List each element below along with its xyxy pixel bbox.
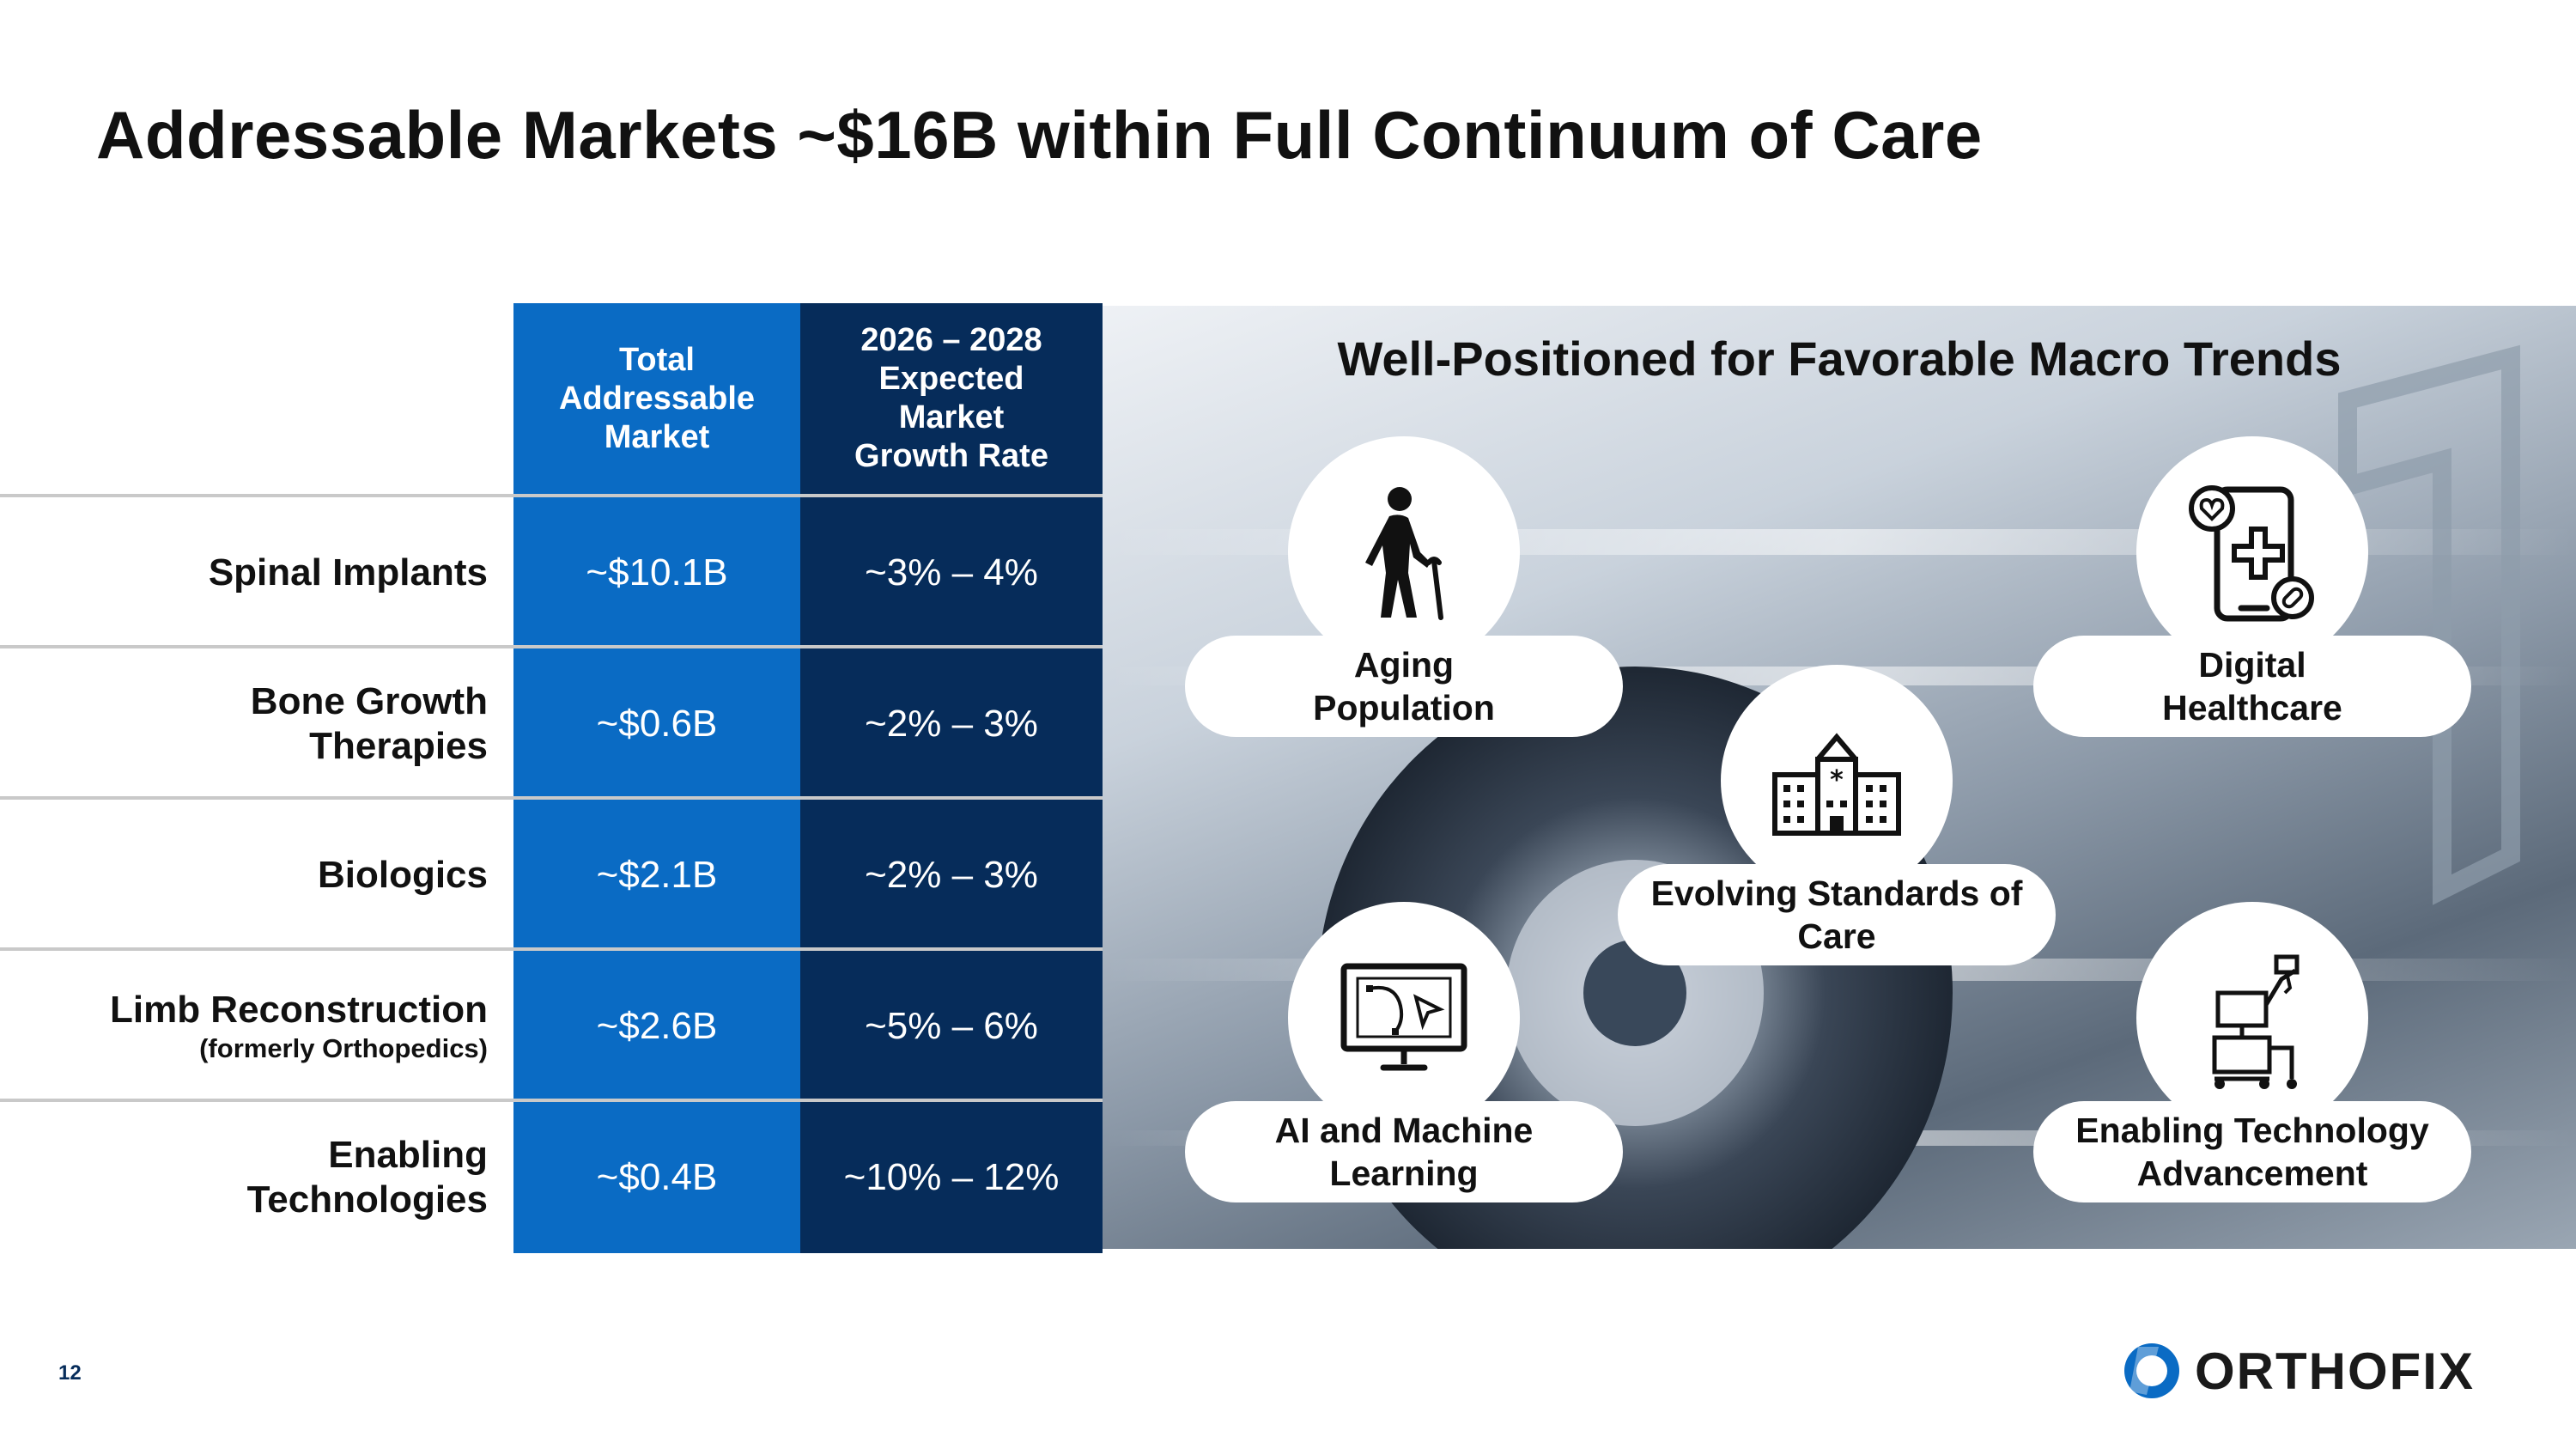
aging-population-badge bbox=[1288, 436, 1520, 668]
aging-population-label: Aging Population bbox=[1185, 636, 1623, 737]
growth-cell: ~5% – 6% bbox=[800, 951, 1103, 1102]
row-label: Limb Reconstruction (formerly Orthopedic… bbox=[109, 989, 488, 1063]
row-label: Enabling Technologies bbox=[246, 1134, 488, 1221]
table-row: Limb Reconstruction (formerly Orthopedic… bbox=[0, 947, 1103, 1102]
table-row: Bone Growth Therapies ~$0.6B ~2% – 3% bbox=[0, 645, 1103, 800]
ai-machine-learning-label: AI and Machine Learning bbox=[1185, 1101, 1623, 1202]
table-row: Spinal Implants ~$10.1B ~3% – 4% bbox=[0, 494, 1103, 648]
col-header-tam: Total Addressable Market bbox=[513, 303, 800, 494]
col-header-growth: 2026 – 2028 Expected Market Growth Rate bbox=[800, 303, 1103, 494]
tam-cell: ~$2.6B bbox=[513, 951, 800, 1102]
page-number: 12 bbox=[58, 1361, 82, 1385]
growth-cell: ~10% – 12% bbox=[800, 1102, 1103, 1253]
enabling-technology-badge bbox=[2136, 902, 2368, 1134]
row-sublabel: (formerly Orthopedics) bbox=[199, 1033, 488, 1063]
phone-health-icon bbox=[2189, 485, 2314, 622]
table-row: Enabling Technologies ~$0.4B ~10% – 12% bbox=[0, 1099, 1103, 1253]
logo-wordmark: ORTHOFIX bbox=[2195, 1342, 2475, 1400]
digital-healthcare-badge bbox=[2136, 436, 2368, 668]
page-title: Addressable Markets ~$16B within Full Co… bbox=[96, 97, 1983, 173]
growth-cell: ~2% – 3% bbox=[800, 800, 1103, 951]
growth-cell: ~2% – 3% bbox=[800, 648, 1103, 800]
elderly-person-icon bbox=[1365, 487, 1443, 620]
growth-cell: ~3% – 4% bbox=[800, 497, 1103, 648]
tam-cell: ~$2.1B bbox=[513, 800, 800, 951]
enabling-technology-label: Enabling Technology Advancement bbox=[2033, 1101, 2471, 1202]
monitor-cursor-icon bbox=[1340, 963, 1467, 1071]
table-row: Biologics ~$2.1B ~2% – 3% bbox=[0, 796, 1103, 951]
evolving-standards-badge: * bbox=[1721, 665, 1953, 897]
tam-cell: ~$0.6B bbox=[513, 648, 800, 800]
row-label: Bone Growth Therapies bbox=[250, 680, 488, 767]
orthofix-logo-icon bbox=[2124, 1343, 2179, 1398]
trends-title: Well-Positioned for Favorable Macro Tren… bbox=[1337, 332, 2342, 386]
evolving-standards-label: Evolving Standards of Care bbox=[1618, 864, 2056, 965]
orthofix-logo: ORTHOFIX bbox=[2121, 1340, 2475, 1402]
svg-text:*: * bbox=[1830, 765, 1844, 795]
tam-cell: ~$0.4B bbox=[513, 1102, 800, 1253]
ai-machine-learning-badge bbox=[1288, 902, 1520, 1134]
robotic-cart-icon bbox=[2212, 954, 2300, 1089]
digital-healthcare-label: Digital Healthcare bbox=[2033, 636, 2471, 737]
hospital-icon: * bbox=[1772, 733, 1901, 836]
row-label: Spinal Implants bbox=[208, 551, 488, 594]
row-label: Biologics bbox=[317, 854, 488, 896]
tam-cell: ~$10.1B bbox=[513, 497, 800, 648]
